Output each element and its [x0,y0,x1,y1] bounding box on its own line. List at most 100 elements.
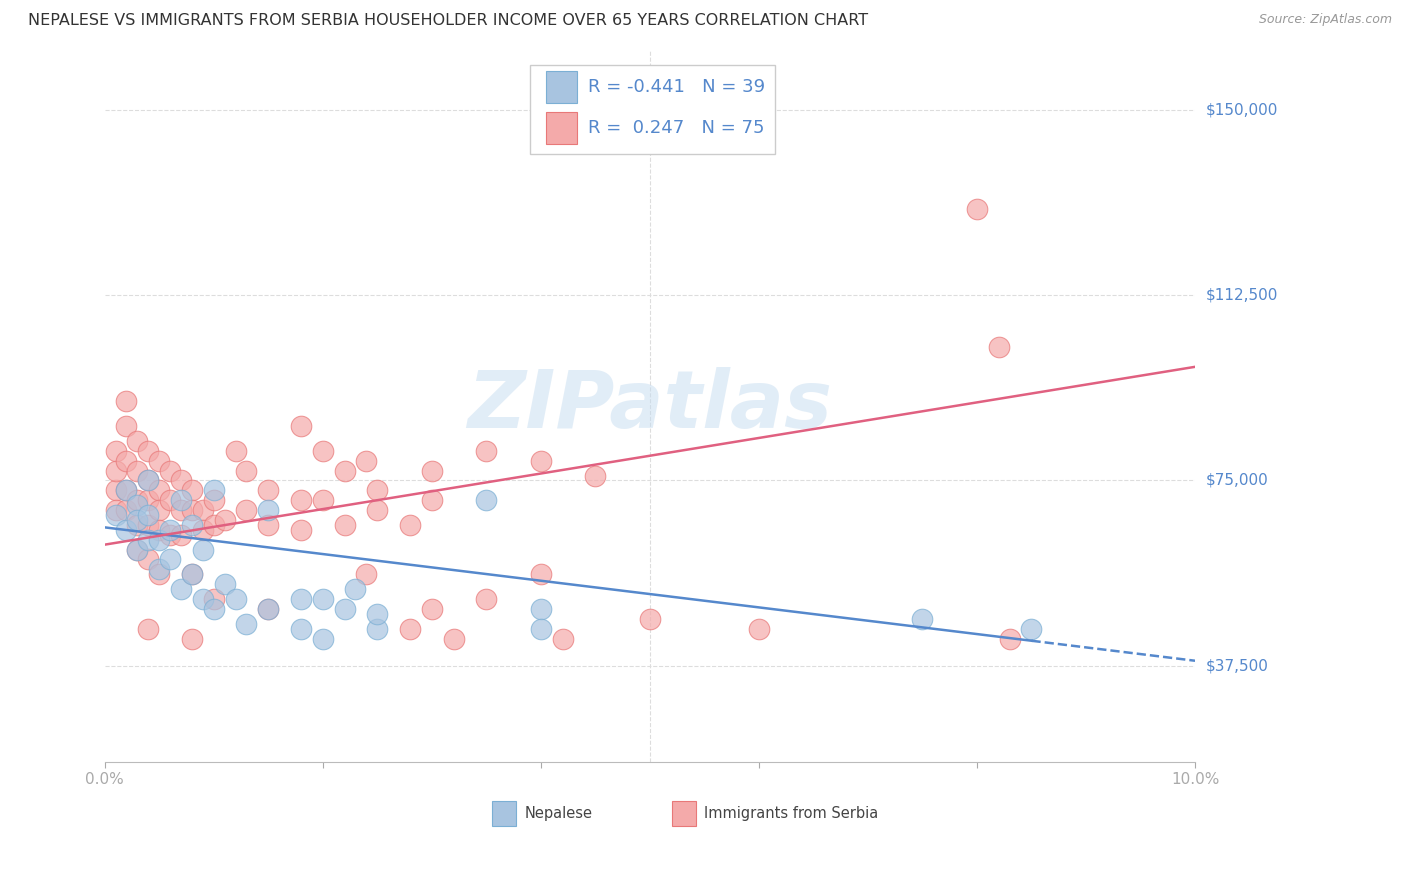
Point [115,503,138,517]
Point [159,493,181,508]
Point [638,612,661,626]
Point [257,483,280,498]
FancyBboxPatch shape [530,65,775,153]
Point [180,632,202,646]
Text: $75,000: $75,000 [1206,473,1268,488]
Point [148,567,170,582]
Point [290,523,312,537]
Point [180,483,202,498]
Point [127,517,149,532]
Point [136,517,159,532]
Point [170,582,193,596]
Text: Immigrants from Serbia: Immigrants from Serbia [704,805,879,821]
FancyBboxPatch shape [492,801,516,826]
Point [127,542,149,557]
Point [180,567,202,582]
Point [966,202,988,216]
Point [127,493,149,508]
Point [191,592,214,607]
Point [333,602,356,616]
Point [235,503,257,517]
Point [148,562,170,576]
Point [159,464,181,478]
Point [235,616,257,631]
Point [136,474,159,488]
Point [475,592,498,607]
Point [180,503,202,517]
Point [104,464,127,478]
Point [583,468,606,483]
Point [148,483,170,498]
Text: $150,000: $150,000 [1206,103,1278,118]
Point [333,464,356,478]
Point [344,582,367,596]
Point [530,453,553,467]
Point [202,483,225,498]
Point [148,503,170,517]
Point [333,517,356,532]
Point [443,632,465,646]
Point [356,567,378,582]
Point [214,577,236,591]
Point [170,493,193,508]
Point [127,498,149,512]
Point [399,517,422,532]
Point [356,453,378,467]
FancyBboxPatch shape [547,70,576,103]
Point [551,632,574,646]
Text: Source: ZipAtlas.com: Source: ZipAtlas.com [1258,13,1392,27]
Text: $37,500: $37,500 [1206,658,1270,673]
Point [104,503,127,517]
FancyBboxPatch shape [547,112,576,144]
Point [127,542,149,557]
Point [127,434,149,448]
Point [115,394,138,409]
Point [191,503,214,517]
FancyBboxPatch shape [672,801,696,826]
Point [366,503,388,517]
Point [136,622,159,636]
Point [290,622,312,636]
Point [180,567,202,582]
Point [312,443,335,458]
Point [202,517,225,532]
Point [257,517,280,532]
Point [998,632,1021,646]
Point [257,503,280,517]
Text: R = -0.441   N = 39: R = -0.441 N = 39 [588,78,765,95]
Point [136,508,159,522]
Text: NEPALESE VS IMMIGRANTS FROM SERBIA HOUSEHOLDER INCOME OVER 65 YEARS CORRELATION : NEPALESE VS IMMIGRANTS FROM SERBIA HOUSE… [28,13,869,29]
Point [911,612,934,626]
Point [148,533,170,547]
Point [214,513,236,527]
Point [475,443,498,458]
Point [136,474,159,488]
Point [257,602,280,616]
Point [104,483,127,498]
Point [366,483,388,498]
Point [235,464,257,478]
Text: Nepalese: Nepalese [524,805,592,821]
Text: $112,500: $112,500 [1206,288,1278,302]
Point [420,602,443,616]
Point [170,503,193,517]
Point [115,453,138,467]
Point [202,602,225,616]
Point [159,552,181,566]
Point [170,528,193,542]
Point [180,517,202,532]
Point [202,592,225,607]
Point [530,622,553,636]
Point [136,533,159,547]
Point [290,592,312,607]
Point [104,508,127,522]
Point [136,443,159,458]
Point [312,632,335,646]
Point [399,622,422,636]
Point [115,523,138,537]
Point [159,523,181,537]
Point [420,493,443,508]
Point [115,419,138,434]
Point [202,493,225,508]
Point [104,443,127,458]
